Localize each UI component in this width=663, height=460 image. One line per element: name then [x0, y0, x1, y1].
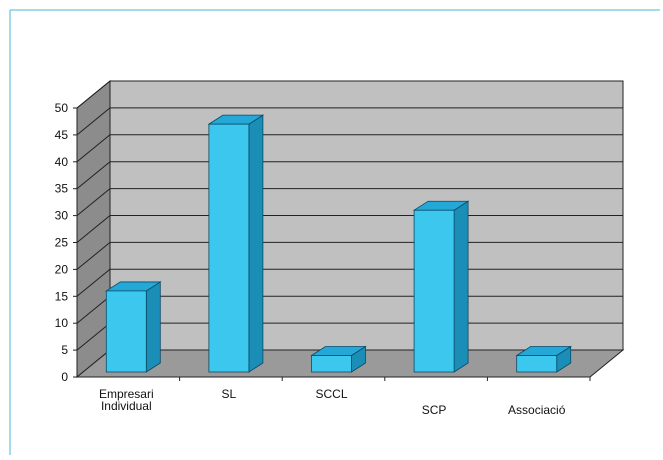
y-tick-label: 15: [55, 289, 69, 303]
gridline: [76, 107, 623, 136]
y-tick-label: 35: [55, 182, 69, 196]
y-tick-label: 5: [61, 343, 68, 357]
bar-side: [453, 200, 469, 373]
bar-front: [208, 123, 250, 373]
bar-side: [248, 114, 264, 373]
y-tick-label: 50: [55, 101, 69, 115]
x-tick-label: Associació: [508, 403, 566, 417]
bar: [310, 345, 367, 373]
figure-frame: [9, 9, 660, 455]
y-tick-label: 10: [55, 316, 69, 330]
gridline: [76, 161, 623, 190]
y-tick-label: 0: [61, 370, 68, 384]
bar: [515, 345, 573, 373]
y-tick-label: 20: [55, 262, 69, 276]
x-tick-label: SL: [222, 387, 237, 401]
bar: [412, 200, 470, 373]
y-axis: 0 5 10 15 20 25 30 35 40 45 50: [55, 101, 78, 384]
bar-front: [105, 290, 147, 373]
bars: [104, 114, 573, 373]
bar-front: [413, 209, 455, 373]
bar: [104, 281, 162, 373]
y-tick-label: 25: [55, 236, 69, 250]
gridline: [76, 134, 623, 163]
x-tick-label: Empresari: [99, 387, 154, 401]
bar-side: [145, 281, 161, 373]
bar-front: [516, 355, 558, 373]
bar-front: [311, 355, 352, 373]
y-tick-label: 40: [55, 155, 69, 169]
y-tick-label: 30: [55, 209, 69, 223]
y-tick-label: 45: [55, 128, 69, 142]
x-tick-label: SCCL: [315, 387, 347, 401]
gridline: [76, 188, 623, 216]
gridline: [76, 80, 623, 109]
bar: [207, 114, 265, 373]
x-tick-label: Individual: [101, 399, 152, 413]
x-tick-label: SCP: [422, 403, 447, 417]
